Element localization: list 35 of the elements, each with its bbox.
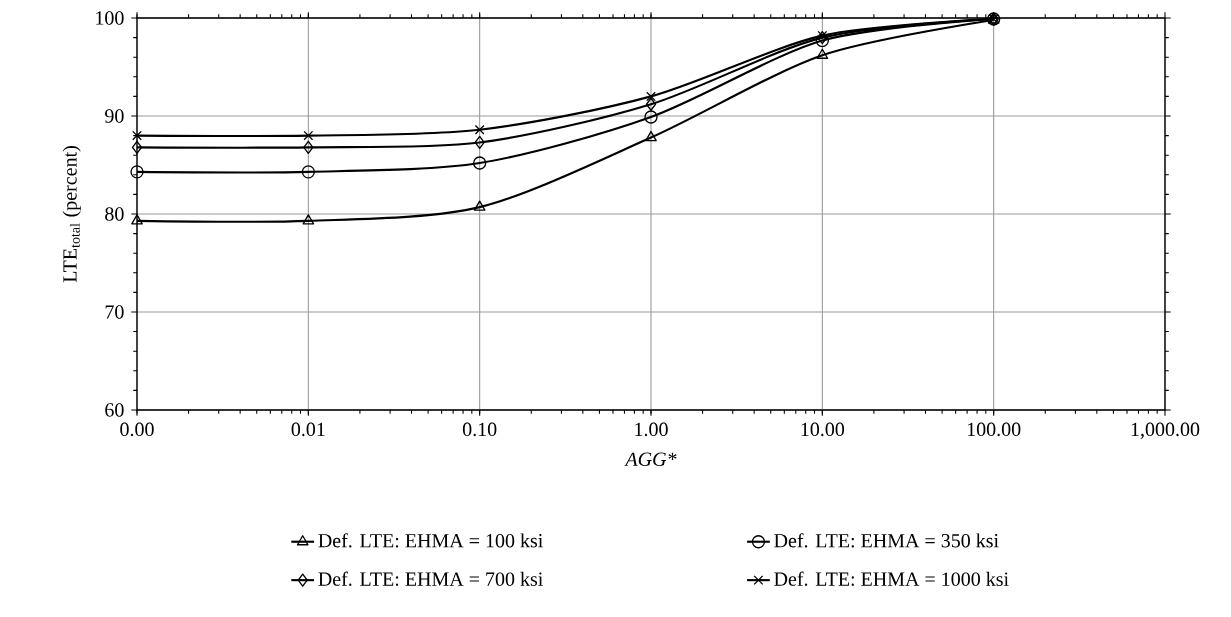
legend-label: Def. LTE: EHMA = 700 ksi	[318, 571, 543, 586]
x-tick-label: 0.01	[291, 422, 325, 437]
point	[131, 140, 143, 155]
x-tick-label: 10.00	[801, 422, 845, 437]
point	[816, 48, 829, 59]
x-tick-label: 1.00	[635, 422, 668, 437]
point	[130, 165, 144, 179]
y-tick-label: 80	[105, 207, 124, 221]
y-tick-label: 90	[105, 109, 124, 123]
point	[645, 130, 657, 142]
x-tick-label: 1,000.00	[1131, 422, 1200, 439]
legend-label: Def. LTE: EHMA = 350 ksi	[774, 533, 999, 548]
point	[131, 214, 143, 225]
point	[646, 91, 656, 102]
point	[303, 140, 314, 155]
legend-label: Def. LTE: EHMA = 100 ksi	[318, 533, 543, 548]
y-tick-label: 100	[96, 11, 124, 25]
point	[303, 130, 314, 141]
y-axis-title: LTE$_{total}$ (percent)	[62, 146, 81, 283]
point	[301, 165, 316, 179]
point	[644, 110, 658, 124]
x-tick-label: 100.00	[967, 422, 1021, 437]
point	[132, 130, 142, 141]
point	[645, 97, 657, 111]
y-tick-label: 60	[105, 403, 124, 417]
x-axis-title: AGG*	[624, 452, 677, 466]
legend-label: Def. LTE: EHMA = 1000 ksi	[774, 571, 1009, 586]
point	[473, 200, 486, 211]
x-tick-label: 0.00	[120, 422, 154, 437]
point	[473, 156, 487, 170]
point	[302, 214, 315, 225]
x-tick-label: 0.10	[462, 422, 497, 437]
y-tick-label: 70	[105, 305, 124, 319]
point	[474, 135, 485, 150]
point	[474, 124, 485, 135]
